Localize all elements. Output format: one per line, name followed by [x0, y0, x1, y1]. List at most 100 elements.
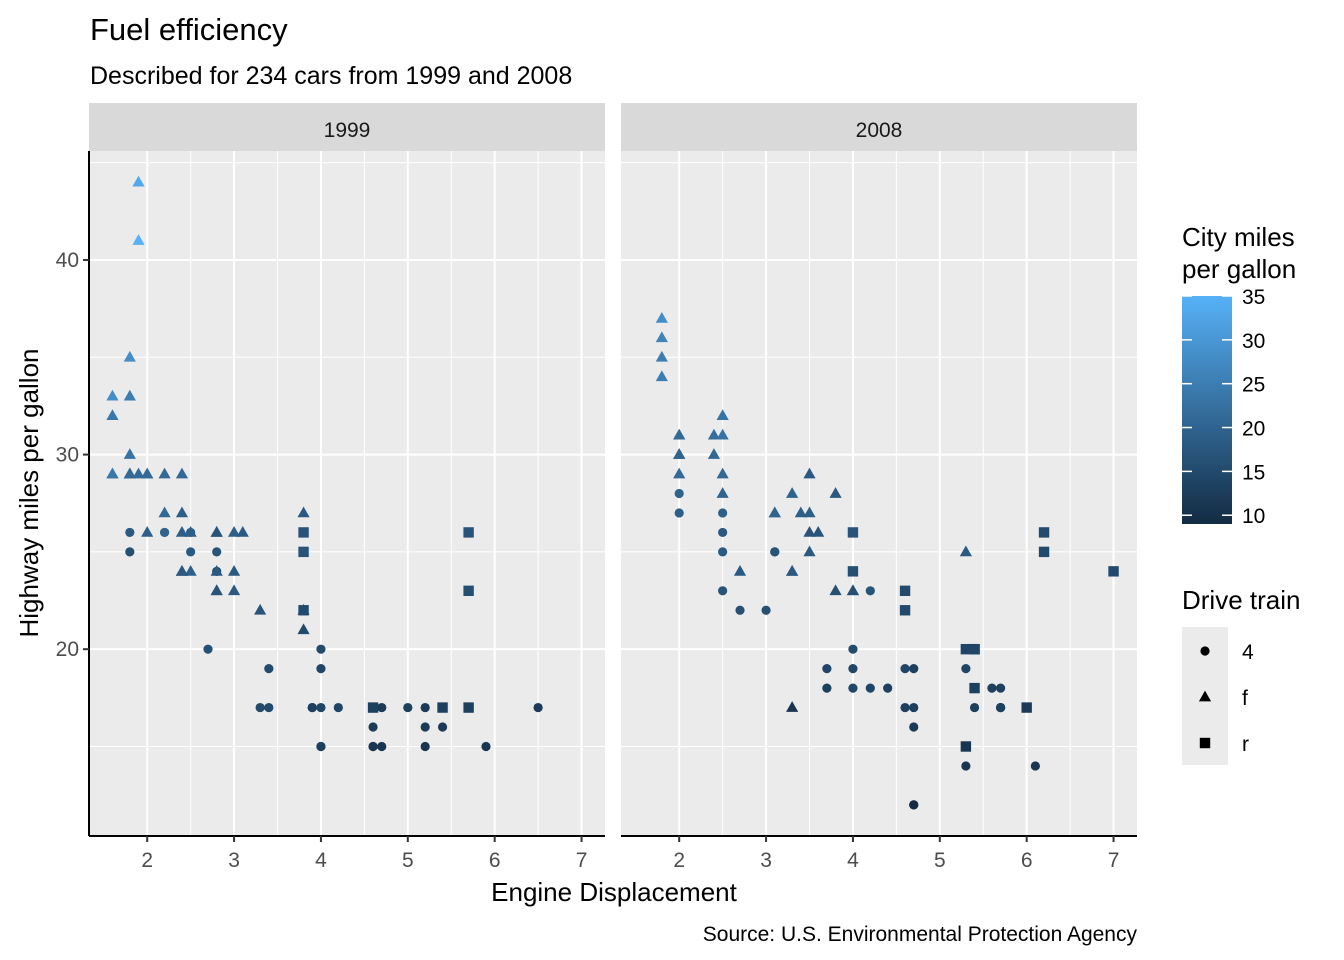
data-point — [264, 664, 274, 674]
data-point — [123, 389, 136, 401]
data-point — [297, 603, 310, 615]
data-point — [803, 526, 816, 537]
data-point — [1038, 527, 1050, 538]
data-point — [909, 664, 919, 674]
x-tick-label: 6 — [489, 849, 501, 872]
data-point — [803, 506, 816, 518]
data-point — [960, 741, 972, 752]
data-point — [158, 506, 171, 518]
data-point — [846, 584, 860, 596]
data-point — [437, 722, 448, 732]
data-point — [673, 428, 686, 440]
data-point — [768, 506, 781, 518]
data-point — [996, 683, 1006, 693]
x-tick-label: 5 — [934, 849, 946, 872]
data-point — [803, 467, 816, 479]
shape-legend-title: Drive train — [1182, 585, 1300, 615]
data-point — [794, 506, 807, 518]
shape-legend-keys: 4 fr — [1182, 627, 1254, 765]
data-point — [1030, 761, 1040, 771]
data-point — [803, 545, 816, 557]
facet-panel-1999: 1999 2 3 4 5 6 7 — [88, 103, 605, 872]
data-point — [307, 702, 317, 713]
data-point — [437, 702, 448, 713]
data-point — [673, 467, 686, 479]
data-point — [254, 603, 267, 615]
data-point — [210, 564, 223, 576]
data-point — [829, 584, 842, 596]
data-point — [463, 585, 474, 597]
color-legend-tick-label: 20 — [1242, 418, 1265, 441]
data-point — [969, 682, 980, 694]
data-point — [674, 488, 684, 499]
x-tick-label: 4 — [847, 849, 859, 872]
data-point — [655, 350, 668, 362]
data-point — [175, 526, 189, 537]
shape-legend-key-r — [1199, 737, 1211, 749]
data-point — [463, 527, 474, 538]
data-point — [786, 487, 799, 498]
x-tick-label: 2 — [673, 849, 685, 872]
facet-strip — [621, 103, 1137, 151]
data-point — [718, 527, 728, 538]
data-point — [132, 234, 145, 245]
x-tick-label: 7 — [576, 849, 588, 872]
data-point — [158, 467, 171, 479]
chart-caption: Source: U.S. Environmental Protection Ag… — [703, 923, 1138, 946]
data-point — [829, 487, 842, 498]
data-point — [900, 702, 910, 713]
data-point — [848, 664, 858, 674]
x-tick-label: 3 — [760, 849, 772, 872]
data-point — [377, 702, 387, 713]
x-tick-label: 4 — [315, 849, 327, 872]
color-legend-title: City miles per gallon — [1182, 222, 1296, 284]
data-point — [123, 448, 136, 459]
data-point — [227, 564, 241, 576]
data-point — [368, 722, 378, 732]
data-point — [368, 741, 378, 752]
data-point — [716, 467, 729, 479]
panel-background — [89, 151, 605, 836]
data-point — [333, 702, 343, 713]
data-point — [883, 683, 893, 693]
data-point — [316, 702, 326, 713]
x-tick-label: 5 — [402, 849, 414, 872]
data-point — [1038, 546, 1050, 558]
color-legend-tick-label: 30 — [1242, 330, 1265, 353]
data-point — [463, 702, 474, 713]
facet-strip-label: 1999 — [324, 119, 371, 142]
data-point — [141, 526, 154, 537]
legend: City miles per gallon 10 15 20 25 30 35 Drive … — [1182, 222, 1300, 765]
data-point — [175, 506, 189, 518]
shape-legend-label: f — [1242, 687, 1248, 710]
data-point — [969, 643, 980, 655]
data-point — [175, 564, 189, 576]
data-point — [210, 526, 223, 537]
y-tick-label: 30 — [56, 444, 79, 467]
data-point — [786, 564, 799, 576]
data-point — [481, 741, 491, 752]
data-point — [298, 527, 309, 538]
data-point — [900, 664, 910, 674]
data-point — [212, 547, 222, 557]
data-point — [533, 702, 543, 713]
data-point — [961, 664, 971, 674]
data-point — [227, 584, 241, 596]
color-legend-bar — [1182, 296, 1232, 524]
data-point — [707, 448, 721, 459]
data-point — [718, 547, 728, 557]
x-tick-label: 7 — [1108, 849, 1120, 872]
data-point — [735, 605, 745, 615]
y-axis-title: Highway miles per gallon — [14, 348, 44, 637]
data-point — [655, 331, 668, 343]
data-point — [716, 487, 729, 498]
data-point — [909, 800, 919, 810]
data-point — [403, 702, 413, 713]
data-point — [1021, 702, 1032, 713]
data-point — [141, 467, 154, 479]
data-point — [655, 311, 668, 323]
data-point — [377, 741, 387, 752]
color-legend-tick-label: 25 — [1242, 374, 1265, 397]
color-legend-tick-label: 15 — [1242, 461, 1265, 484]
data-point — [848, 683, 858, 693]
